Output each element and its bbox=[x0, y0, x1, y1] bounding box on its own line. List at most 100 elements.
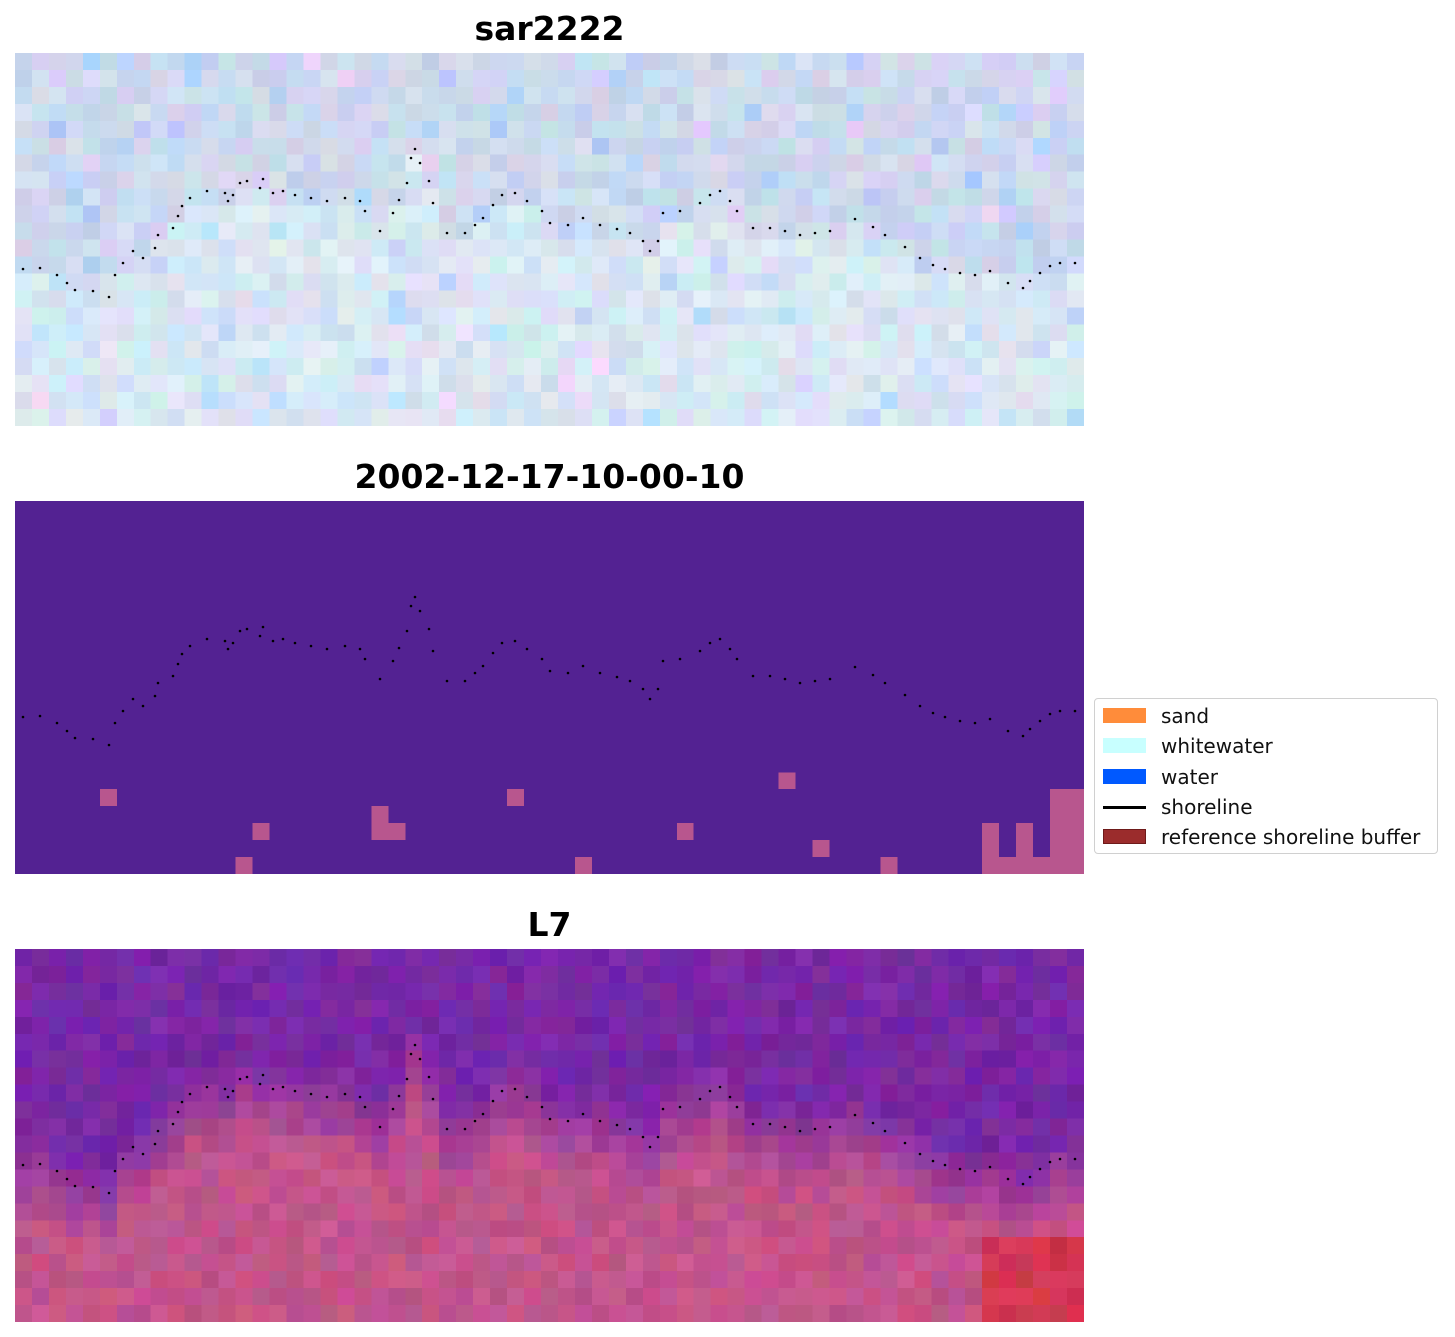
shoreline-point bbox=[258, 186, 262, 190]
shoreline-point bbox=[180, 1100, 184, 1104]
shoreline-point bbox=[1058, 1157, 1062, 1161]
shoreline-point bbox=[500, 1089, 504, 1093]
shoreline-point bbox=[661, 659, 665, 663]
shoreline-point bbox=[223, 191, 227, 195]
shoreline-point bbox=[871, 225, 875, 229]
shoreline-point bbox=[783, 229, 787, 233]
shoreline-point bbox=[153, 1142, 157, 1146]
shoreline-point bbox=[121, 1157, 125, 1161]
shoreline-point bbox=[405, 629, 409, 633]
shoreline-point bbox=[91, 1185, 95, 1189]
shoreline-point bbox=[735, 657, 739, 661]
shoreline-point bbox=[615, 675, 619, 679]
shoreline-point bbox=[445, 231, 449, 235]
shoreline-point bbox=[918, 1152, 922, 1156]
shoreline-point bbox=[661, 211, 665, 215]
shoreline-point bbox=[73, 736, 77, 740]
shoreline-point bbox=[418, 609, 422, 613]
shoreline-point bbox=[378, 229, 382, 233]
shoreline-point bbox=[783, 677, 787, 681]
shoreline-point bbox=[1073, 1157, 1077, 1161]
shoreline-point bbox=[141, 704, 145, 708]
shoreline-point bbox=[768, 674, 772, 678]
shoreline-point bbox=[500, 193, 504, 197]
shoreline-point bbox=[413, 147, 417, 151]
shoreline-point bbox=[180, 204, 184, 208]
shoreline-point bbox=[73, 1184, 77, 1188]
shoreline-point bbox=[871, 1121, 875, 1125]
shoreline-point bbox=[188, 1092, 192, 1096]
shoreline-point bbox=[238, 629, 242, 633]
shoreline-point bbox=[156, 1129, 160, 1133]
shoreline-point bbox=[281, 189, 285, 193]
shoreline-point bbox=[728, 647, 732, 651]
shoreline-point bbox=[413, 595, 417, 599]
shoreline-point bbox=[231, 193, 235, 197]
shoreline-point bbox=[1006, 1177, 1010, 1181]
shoreline-point bbox=[445, 1127, 449, 1131]
shoreline-point bbox=[325, 199, 329, 203]
shoreline-point bbox=[798, 233, 802, 237]
shoreline-point bbox=[226, 1095, 230, 1099]
shoreline-point bbox=[708, 1089, 712, 1093]
shoreline-point bbox=[883, 1129, 887, 1133]
shoreline-overlay bbox=[21, 147, 1077, 299]
shoreline-point bbox=[656, 687, 660, 691]
shoreline-point bbox=[427, 179, 431, 183]
shoreline-point bbox=[309, 196, 313, 200]
shoreline-point bbox=[343, 1092, 347, 1096]
shoreline-point bbox=[363, 657, 367, 661]
shoreline-point bbox=[548, 221, 552, 225]
shoreline-point bbox=[281, 1085, 285, 1089]
water-swatch bbox=[1103, 769, 1146, 784]
shoreline-point bbox=[409, 604, 413, 608]
shoreline-point bbox=[378, 1125, 382, 1129]
shoreline-point bbox=[871, 673, 875, 677]
shoreline-point bbox=[188, 196, 192, 200]
shoreline-point bbox=[65, 281, 69, 285]
shoreline-point bbox=[491, 651, 495, 655]
shoreline-point bbox=[131, 249, 135, 253]
shoreline-point bbox=[21, 267, 25, 271]
shoreline-point bbox=[358, 1095, 362, 1099]
shoreline-point bbox=[131, 697, 135, 701]
shoreline-point bbox=[678, 209, 682, 213]
shoreline-point bbox=[113, 273, 117, 277]
shoreline-point bbox=[55, 721, 59, 725]
shoreline-point bbox=[205, 1085, 209, 1089]
shoreline-point bbox=[548, 669, 552, 673]
shoreline-point bbox=[238, 1077, 242, 1081]
shoreline-point bbox=[427, 627, 431, 631]
shoreline-point bbox=[205, 189, 209, 193]
shoreline-point bbox=[223, 1087, 227, 1091]
shoreline-point bbox=[113, 721, 117, 725]
shoreline-point bbox=[853, 665, 857, 669]
shoreline-point bbox=[141, 1152, 145, 1156]
shoreline-point bbox=[391, 659, 395, 663]
shoreline-point bbox=[261, 625, 265, 629]
shoreline-point bbox=[1028, 1175, 1032, 1179]
shoreline-point bbox=[656, 239, 660, 243]
shoreline-point bbox=[566, 223, 570, 227]
shoreline-point bbox=[491, 203, 495, 207]
shoreline-point bbox=[598, 223, 602, 227]
shoreline-point bbox=[641, 239, 645, 243]
shoreline-point bbox=[1028, 279, 1032, 283]
shoreline-point bbox=[325, 647, 329, 651]
sar-image-panel bbox=[15, 53, 1084, 426]
shoreline-point bbox=[397, 198, 401, 202]
shoreline-point bbox=[566, 1119, 570, 1123]
shoreline-point bbox=[1021, 286, 1025, 290]
shoreline-point bbox=[391, 211, 395, 215]
shoreline-overlay bbox=[21, 1043, 1077, 1195]
shoreline-point bbox=[973, 1169, 977, 1173]
sand-swatch bbox=[1103, 708, 1146, 723]
shoreline-point bbox=[581, 216, 585, 220]
shoreline-point bbox=[405, 1077, 409, 1081]
shoreline-point bbox=[153, 694, 157, 698]
shoreline-point bbox=[121, 709, 125, 713]
shoreline-point bbox=[473, 1119, 477, 1123]
shoreline-point bbox=[55, 1169, 59, 1173]
shoreline-point bbox=[628, 231, 632, 235]
shoreline-point bbox=[1073, 709, 1077, 713]
